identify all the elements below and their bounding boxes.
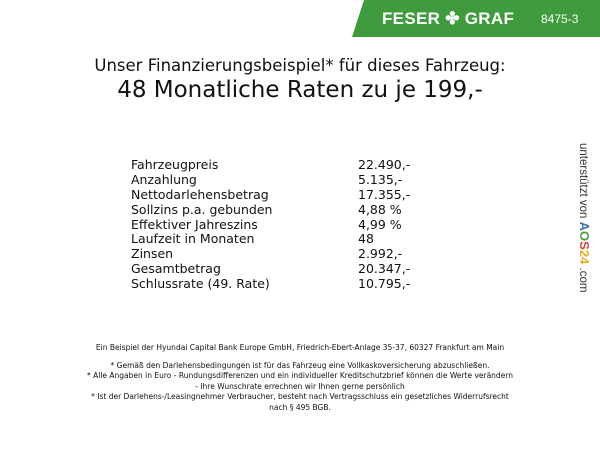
table-row: Fahrzeugpreis 22.490,- (131, 157, 431, 172)
table-row: Gesamtbetrag 20.347,- (131, 261, 431, 276)
footer-notes: Ein Beispiel der Hyundai Capital Bank Eu… (0, 343, 600, 413)
row-label: Gesamtbetrag (131, 261, 221, 277)
row-label: Zinsen (131, 246, 174, 262)
supported-by-text: unterstützt von (577, 143, 589, 219)
vehicle-code: 8475-3 (541, 12, 579, 26)
page-title: 48 Monatliche Raten zu je 199,- (117, 77, 483, 103)
table-row: Schlussrate (49. Rate) 10.795,- (131, 276, 431, 291)
note-euro-cont: - Ihre Wunschrate errechnen wir Ihnen ge… (195, 381, 405, 391)
row-value: 22.490,- (358, 157, 411, 172)
page-subtitle: Unser Finanzierungsbeispiel* für dieses … (94, 56, 506, 75)
row-value: 2.992,- (358, 246, 403, 262)
supported-by: unterstützt von AOS24 .com (577, 143, 592, 292)
row-label: Sollzins p.a. gebunden (131, 201, 273, 217)
row-value: 10.795,- (358, 276, 411, 292)
brand-logo: FESER ✤ GRAF (382, 9, 515, 28)
row-value: 48 (358, 231, 374, 247)
row-value: 20.347,- (358, 261, 411, 277)
aos24-logo: AOS24 (577, 221, 592, 265)
note-euro: * Alle Angaben in Euro - Rundungsdiffere… (86, 371, 514, 380)
row-value: 4,88 % (358, 201, 402, 217)
row-label: Laufzeit in Monaten (131, 231, 255, 247)
table-row: Effektiver Jahreszins 4,99 % (131, 217, 431, 232)
table-row: Anzahlung 5.135,- (131, 172, 431, 187)
row-value: 4,99 % (358, 216, 402, 232)
table-row: Nettodarlehensbetrag 17.355,- (131, 187, 431, 202)
logo-suffix: .com (577, 267, 589, 293)
table-row: Zinsen 2.992,- (131, 246, 431, 261)
row-label: Schlussrate (49. Rate) (131, 276, 270, 292)
brand-banner (352, 0, 600, 37)
row-label: Fahrzeugpreis (131, 157, 219, 172)
note-withdrawal-cont: nach § 495 BGB. (269, 402, 331, 412)
row-label: Anzahlung (131, 171, 197, 187)
row-label: Nettodarlehensbetrag (131, 186, 269, 202)
bank-note: Ein Beispiel der Hyundai Capital Bank Eu… (95, 343, 505, 352)
note-withdrawal: * Ist der Darlehens-/Leasingnehmer Verbr… (91, 392, 509, 401)
row-label: Effektiver Jahreszins (131, 216, 258, 232)
note-insurance: * Gemäß den Darlehensbedingungen ist für… (110, 360, 490, 370)
table-row: Sollzins p.a. gebunden 4,88 % (131, 202, 431, 217)
table-row: Laufzeit in Monaten 48 (131, 231, 431, 246)
finance-table: Fahrzeugpreis 22.490,- Anzahlung 5.135,- N… (131, 157, 431, 291)
row-value: 17.355,- (358, 186, 411, 202)
row-value: 5.135,- (358, 171, 403, 187)
